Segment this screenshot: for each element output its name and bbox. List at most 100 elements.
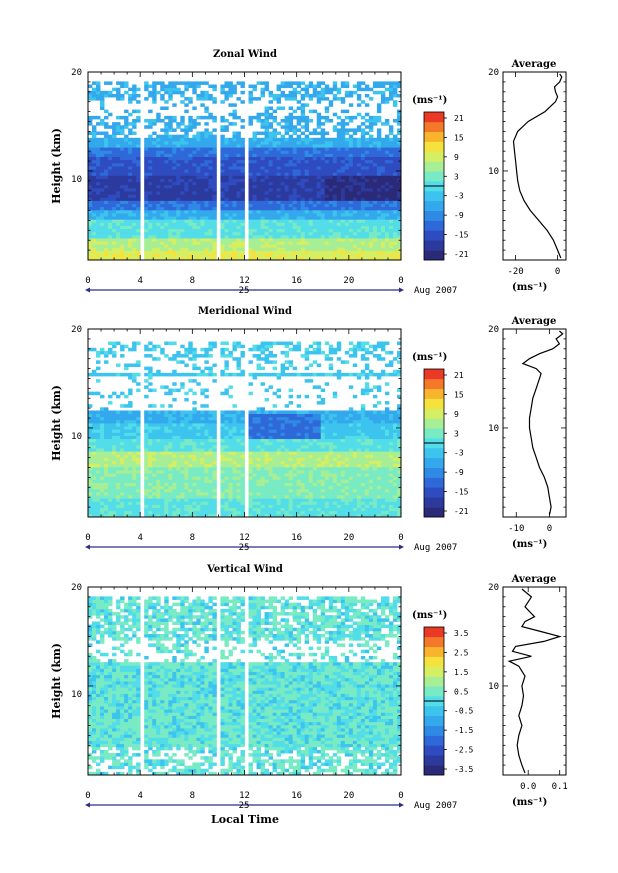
heatmap-cell — [312, 194, 318, 198]
heatmap-cell — [368, 238, 374, 242]
heatmap-cell — [144, 216, 149, 220]
heatmap-cell — [100, 476, 105, 480]
heatmap-cell — [248, 115, 253, 120]
heatmap-cell — [300, 203, 306, 208]
heatmap-cell — [92, 413, 97, 418]
heatmap-cell — [220, 219, 225, 223]
heatmap-cell — [152, 463, 157, 468]
heatmap-cell — [152, 448, 157, 452]
heatmap-cell — [112, 507, 117, 512]
heatmap-cell — [336, 203, 342, 208]
heatmap-cell — [292, 153, 298, 157]
heatmap-cell — [104, 372, 109, 377]
heatmap-cell — [264, 115, 269, 120]
heatmap-cell — [176, 354, 181, 358]
heatmap-cell — [372, 231, 378, 236]
heatmap-cell — [268, 225, 273, 230]
heatmap-cell — [188, 460, 193, 465]
heatmap-cell — [280, 166, 286, 170]
heatmap-cell — [164, 144, 169, 148]
heatmap-cell — [292, 225, 298, 230]
heatmap-cell — [236, 81, 241, 85]
heatmap-cell — [284, 125, 290, 129]
heatmap-cell — [260, 125, 265, 129]
heatmap-cell — [348, 256, 354, 261]
heatmap-cell — [116, 372, 121, 377]
heatmap-cell — [116, 253, 121, 258]
colorbar-swatch — [424, 240, 444, 251]
heatmap-cell — [92, 228, 97, 233]
heatmap-cell — [376, 84, 382, 89]
heatmap-cell — [172, 162, 177, 167]
heatmap-cell — [168, 372, 173, 377]
heatmap-cell — [132, 513, 137, 518]
heatmap-cell — [168, 231, 173, 236]
heatmap-cell — [324, 106, 330, 110]
heatmap-cell — [284, 147, 290, 151]
heatmap-cell — [348, 234, 354, 239]
heatmap-cell — [132, 416, 137, 421]
heatmap-cell — [204, 81, 209, 85]
heatmap-cell — [136, 203, 141, 208]
heatmap-cell — [336, 234, 342, 239]
heatmap-cell — [172, 238, 177, 242]
heatmap-cell — [172, 81, 177, 85]
heatmap-cell — [92, 169, 97, 173]
heatmap-cell — [144, 191, 149, 195]
colorbar-swatch — [424, 210, 444, 221]
heatmap-cell — [340, 150, 346, 154]
heatmap-cell — [272, 238, 277, 242]
heatmap-cell — [292, 166, 298, 170]
heatmap-cell — [172, 491, 177, 496]
heatmap-cell — [112, 438, 117, 443]
heatmap-cell — [276, 169, 282, 173]
heatmap-cell — [132, 479, 137, 483]
heatmap-cell — [360, 241, 366, 245]
heatmap-cell — [332, 234, 338, 239]
heatmap-cell — [284, 150, 290, 154]
heatmap-cell — [252, 181, 257, 186]
heatmap-cell — [196, 115, 201, 120]
heatmap-cell — [212, 482, 217, 487]
heatmap-cell — [316, 256, 322, 261]
heatmap-cell — [204, 463, 209, 468]
heatmap-cell — [352, 115, 358, 120]
heatmap-cell — [228, 194, 233, 198]
heatmap-cell — [108, 175, 113, 179]
heatmap-cell — [200, 432, 205, 436]
heatmap-cell — [196, 473, 201, 477]
heatmap-cell — [248, 225, 253, 230]
heatmap-cell — [324, 147, 330, 151]
heatmap-cell — [268, 106, 273, 110]
heatmap-cell — [164, 169, 169, 173]
heatmap-cell — [384, 213, 390, 217]
heatmap-cell — [160, 423, 165, 427]
heatmap-cell — [208, 144, 213, 148]
heatmap-cell — [224, 250, 229, 255]
heatmap-cell — [256, 209, 261, 214]
heatmap-cell — [180, 156, 185, 161]
heatmap-cell — [392, 234, 398, 239]
heatmap-cell — [288, 175, 294, 179]
heatmap-cell — [344, 238, 350, 242]
heatmap-cell — [248, 231, 253, 236]
heatmap-cell — [388, 140, 394, 145]
heatmap-cell — [272, 134, 277, 139]
heatmap-cell — [352, 250, 358, 255]
heatmap-cell — [360, 134, 366, 139]
heatmap-cell — [120, 473, 125, 477]
heatmap-cell — [376, 140, 382, 145]
heatmap-cell — [128, 376, 133, 380]
heatmap-cell — [132, 432, 137, 436]
heatmap-cell — [208, 238, 213, 242]
heatmap-cell — [124, 166, 129, 170]
heatmap-cell — [88, 187, 93, 192]
heatmap-cell — [184, 454, 189, 458]
heatmap-cell — [136, 109, 141, 114]
heatmap-cell — [172, 156, 177, 161]
heatmap-cell — [264, 125, 269, 129]
heatmap-cell — [296, 169, 302, 173]
heatmap-cell — [300, 131, 306, 136]
heatmap-cell — [192, 213, 197, 217]
heatmap-cell — [184, 463, 189, 468]
